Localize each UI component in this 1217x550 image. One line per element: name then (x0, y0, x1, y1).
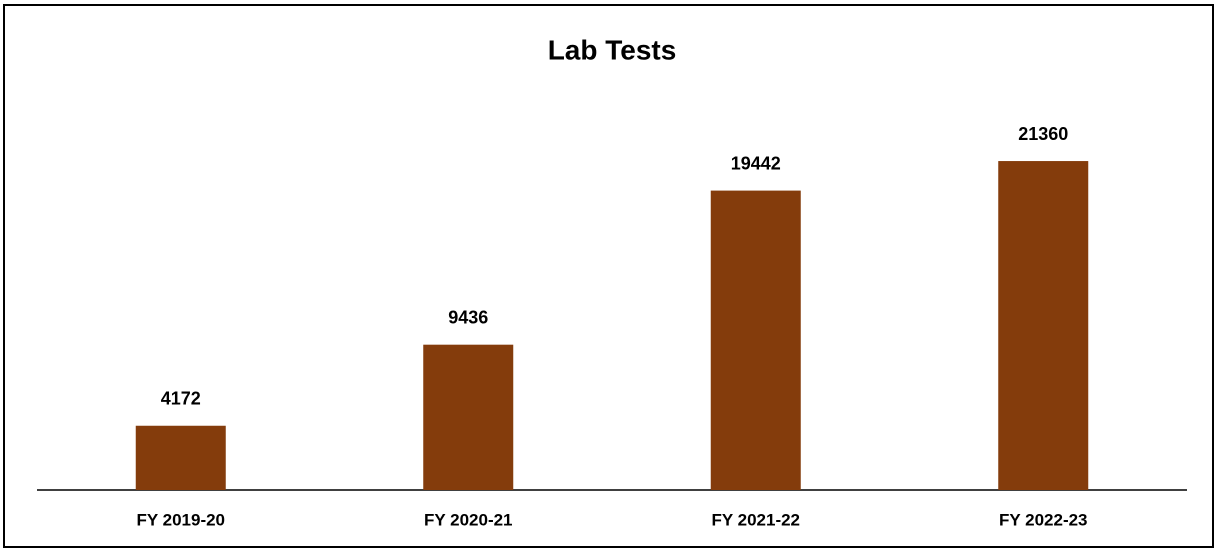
data-label: 19442 (731, 153, 781, 173)
bar (710, 190, 801, 490)
data-label: 21360 (1018, 124, 1068, 144)
bar (998, 161, 1089, 490)
x-tick-label: FY 2019-20 (136, 510, 225, 529)
data-label: 9436 (448, 307, 488, 327)
x-tick-label: FY 2021-22 (711, 510, 800, 529)
x-tick-label: FY 2022-23 (999, 510, 1088, 529)
x-tick-label: FY 2020-21 (424, 510, 513, 529)
chart-title: Lab Tests (548, 34, 677, 65)
bar (135, 425, 226, 490)
data-label: 4172 (161, 389, 201, 409)
bar (423, 344, 514, 490)
